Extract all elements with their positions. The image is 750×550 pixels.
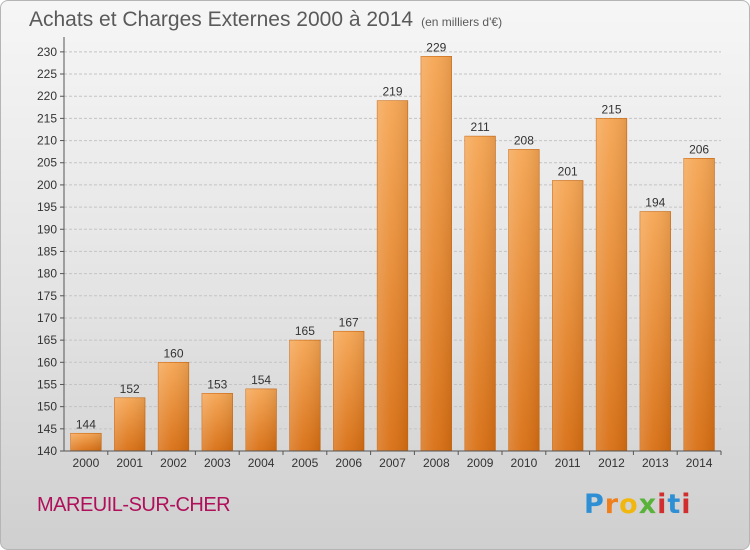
bar-shine-2014 bbox=[683, 158, 715, 451]
data-label-2011: 201 bbox=[558, 164, 578, 178]
bar-shine-2006 bbox=[333, 331, 365, 451]
bar-shine-2010 bbox=[508, 149, 540, 451]
y-tick-label: 195 bbox=[37, 200, 57, 214]
bar-shine-2009 bbox=[464, 136, 496, 451]
x-tick-label-2008: 2008 bbox=[423, 456, 450, 470]
data-labels: 144 152 160 153 154 165 167 219 229 211 208 201 215 1… bbox=[76, 40, 710, 431]
bar-shine-2007 bbox=[377, 100, 408, 452]
y-tick-label: 220 bbox=[37, 89, 57, 103]
data-label-2009: 211 bbox=[471, 120, 490, 134]
x-tick-label-2005: 2005 bbox=[292, 456, 319, 470]
x-tick-label-2012: 2012 bbox=[598, 456, 625, 470]
data-label-2004: 154 bbox=[251, 373, 271, 387]
commune-name: MAREUIL-SUR-CHER bbox=[37, 494, 231, 516]
data-label-2012: 215 bbox=[601, 102, 621, 116]
bars bbox=[70, 56, 715, 452]
x-tick-label-2014: 2014 bbox=[686, 456, 713, 470]
y-tick-label: 225 bbox=[37, 67, 57, 81]
x-tick-label-2003: 2003 bbox=[204, 456, 231, 470]
x-tick-label-2002: 2002 bbox=[160, 456, 187, 470]
bar-shine-2005 bbox=[289, 340, 321, 451]
y-tick-label: 155 bbox=[37, 377, 57, 391]
bar-shine-2001 bbox=[114, 397, 146, 451]
y-tick-label: 205 bbox=[37, 156, 57, 170]
x-tick-label-2009: 2009 bbox=[467, 456, 494, 470]
data-label-2014: 206 bbox=[689, 142, 709, 156]
x-tick-label-2006: 2006 bbox=[335, 456, 362, 470]
x-tick-label-2001: 2001 bbox=[116, 456, 143, 470]
bar-shine-2008 bbox=[420, 56, 452, 451]
data-label-2013: 194 bbox=[645, 196, 665, 210]
x-tick-label-2004: 2004 bbox=[248, 456, 275, 470]
x-tick-label-2000: 2000 bbox=[73, 456, 100, 470]
y-tick-label: 190 bbox=[37, 222, 57, 236]
data-label-2005: 165 bbox=[295, 324, 315, 338]
x-tick-label-2011: 2011 bbox=[555, 456, 581, 470]
y-tick-label: 145 bbox=[37, 422, 57, 436]
data-label-2008: 229 bbox=[426, 40, 446, 54]
y-tick-label: 170 bbox=[37, 311, 57, 325]
y-tick-label: 150 bbox=[37, 400, 57, 414]
chart-title-text: Achats et Charges Externes 2000 à 2014 bbox=[29, 8, 414, 31]
data-label-2001: 152 bbox=[120, 382, 140, 396]
y-tick-label: 140 bbox=[37, 444, 57, 458]
bar-shine-2013 bbox=[639, 211, 671, 451]
data-label-2003: 153 bbox=[207, 377, 227, 391]
y-tick-label: 160 bbox=[37, 355, 57, 369]
y-tick-label: 210 bbox=[37, 134, 57, 148]
data-label-2002: 160 bbox=[163, 346, 183, 360]
data-label-2000: 144 bbox=[76, 417, 96, 431]
y-tick-label: 175 bbox=[37, 289, 57, 303]
y-tick-label: 185 bbox=[37, 244, 57, 258]
bar-shine-2000 bbox=[70, 433, 102, 451]
x-tick-label-2013: 2013 bbox=[642, 456, 669, 470]
bar-shine-2012 bbox=[596, 118, 627, 452]
data-label-2007: 219 bbox=[382, 85, 402, 99]
y-tick-label: 165 bbox=[37, 333, 57, 347]
y-tick-label: 180 bbox=[37, 267, 57, 281]
bar-shine-2011 bbox=[552, 180, 584, 451]
proxiti-logo: Proxiti bbox=[584, 489, 692, 520]
data-label-2010: 208 bbox=[514, 133, 534, 147]
bar-shine-2003 bbox=[201, 393, 233, 451]
chart-subtitle: (en milliers d'€) bbox=[421, 15, 503, 29]
x-tick-label-2007: 2007 bbox=[379, 456, 406, 470]
chart-title: Achats et Charges Externes 2000 à 2014 (e… bbox=[29, 8, 502, 32]
data-label-2006: 167 bbox=[339, 315, 359, 329]
bar-shine-2002 bbox=[158, 362, 189, 451]
axes: 1401451501551601651701751801851901952002… bbox=[37, 37, 722, 470]
y-tick-label: 200 bbox=[37, 178, 57, 192]
y-tick-label: 230 bbox=[37, 45, 57, 59]
bar-shine-2004 bbox=[245, 388, 277, 451]
x-tick-label-2010: 2010 bbox=[511, 456, 538, 470]
y-tick-label: 215 bbox=[37, 111, 57, 125]
